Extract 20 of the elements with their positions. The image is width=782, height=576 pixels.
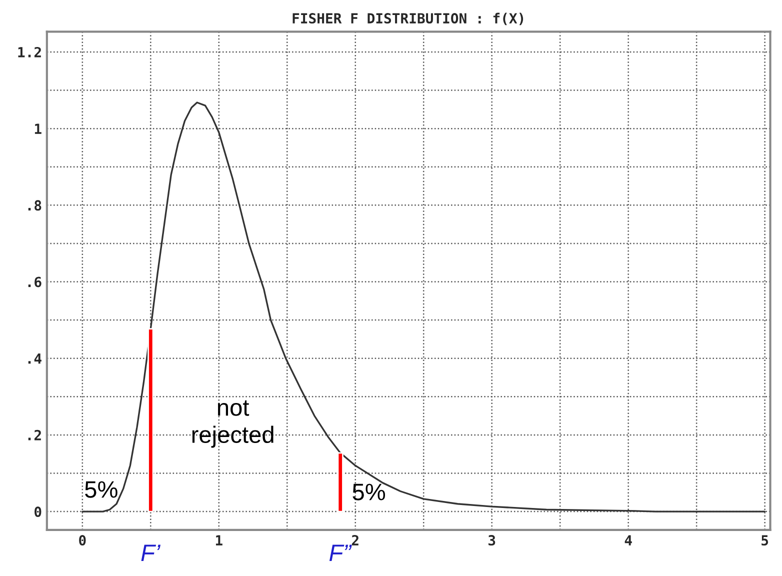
x-tick-label: 5 [762, 535, 768, 546]
y-tick-label: .4 [28, 354, 42, 364]
text: F’ [141, 544, 161, 561]
y-tick-label: 0 [34, 506, 42, 518]
x-tick-label: 2 [352, 535, 358, 546]
y-tick-label: .6 [28, 276, 42, 288]
line-series [82, 102, 766, 512]
x-tick-label: 3 [488, 535, 496, 546]
annotation: 5% [352, 484, 386, 500]
annotation: not rejected [192, 400, 274, 448]
x-tick-label: 4 [624, 535, 632, 546]
x-tick-label: 0 [79, 535, 86, 546]
y-tick-label: .8 [28, 200, 42, 211]
y-tick-label: 1.2 [18, 46, 41, 58]
chart-title: FISHER F DISTRIBUTION : f(X) [292, 12, 524, 26]
x-tick-label: 1 [216, 535, 222, 546]
y-tick-label: 1 [34, 124, 42, 134]
y-tick-label: .2 [28, 430, 41, 440]
annotation: 5% [85, 481, 118, 498]
text: F” [329, 544, 352, 561]
